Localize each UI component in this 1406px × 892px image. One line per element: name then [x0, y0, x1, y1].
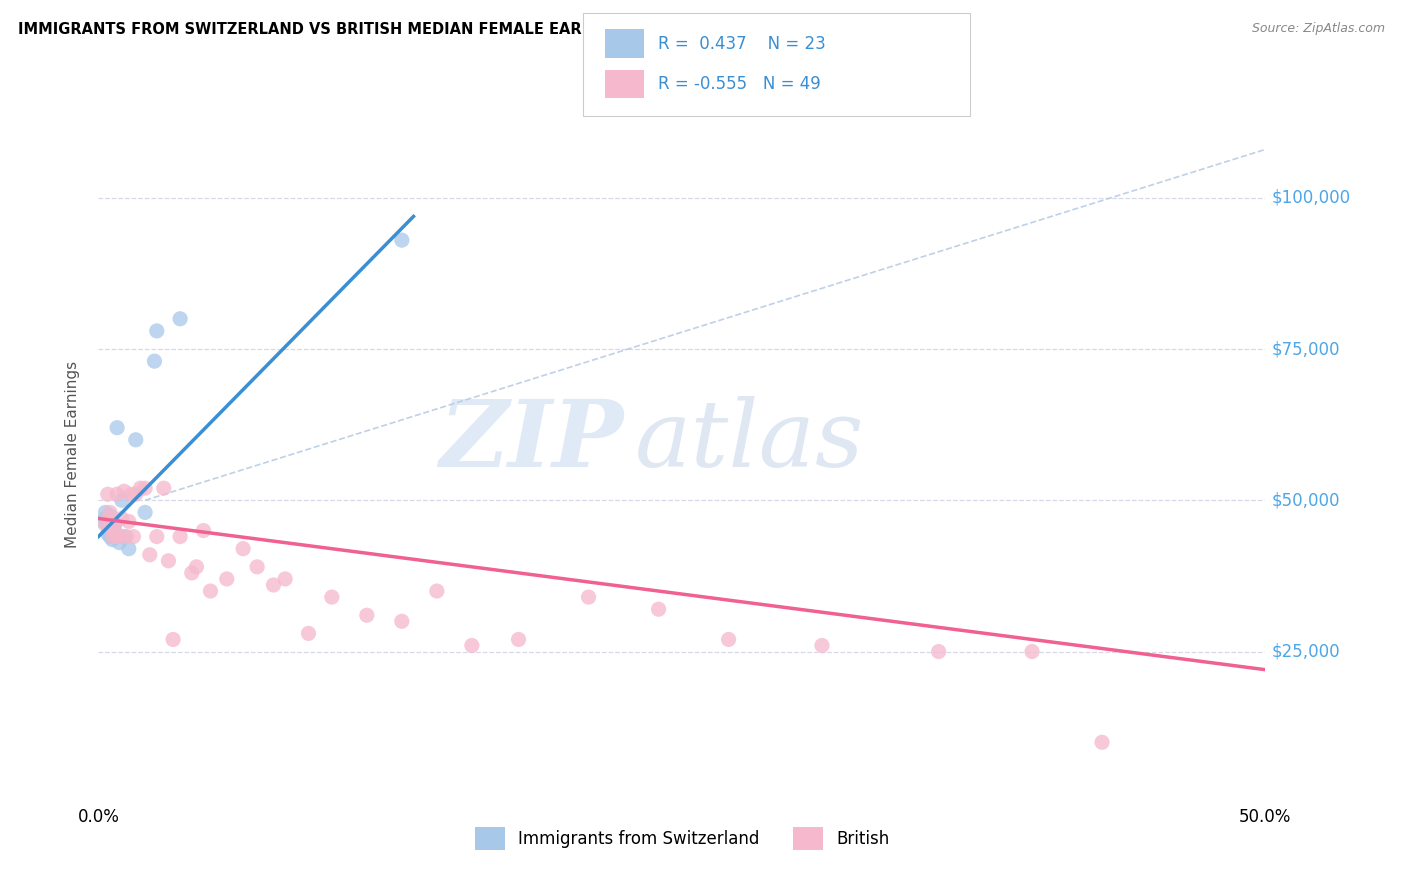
Point [101, 530, 124, 544]
Point [647, 602, 669, 616]
Point [134, 505, 156, 519]
Point [134, 481, 156, 495]
Point [98, 505, 121, 519]
Point [193, 524, 215, 538]
Text: $100,000: $100,000 [1271, 189, 1350, 207]
Point [578, 590, 600, 604]
Point [105, 530, 128, 544]
Y-axis label: Median Female Earnings: Median Female Earnings [65, 361, 80, 549]
Point [811, 639, 834, 653]
Text: Source: ZipAtlas.com: Source: ZipAtlas.com [1251, 22, 1385, 36]
Point [215, 572, 238, 586]
Point [297, 626, 319, 640]
Point [169, 530, 191, 544]
Point [101, 524, 124, 538]
Point [97, 526, 120, 541]
Point [146, 530, 169, 544]
Point [98, 530, 121, 544]
Point [101, 515, 124, 529]
Point [157, 554, 180, 568]
Point [108, 535, 131, 549]
Point [94, 505, 117, 519]
Point [928, 644, 950, 658]
Point [112, 530, 135, 544]
Text: R = -0.555   N = 49: R = -0.555 N = 49 [658, 75, 821, 93]
Point [105, 487, 128, 501]
Point [391, 615, 413, 629]
Point [125, 487, 148, 501]
Point [262, 578, 284, 592]
Text: $25,000: $25,000 [1271, 642, 1340, 661]
Point [111, 511, 134, 525]
Point [94, 511, 117, 525]
Point [246, 559, 269, 574]
Point [104, 524, 127, 538]
Point [321, 590, 343, 604]
Point [97, 511, 120, 525]
Point [152, 481, 174, 495]
Point [1091, 735, 1114, 749]
Point [200, 584, 222, 599]
Point [125, 433, 148, 447]
Point [461, 639, 484, 653]
Text: R =  0.437    N = 23: R = 0.437 N = 23 [658, 35, 825, 53]
Point [120, 487, 142, 501]
Point [180, 566, 202, 580]
Point [98, 508, 121, 523]
Point [94, 517, 117, 532]
Point [162, 632, 184, 647]
Point [186, 559, 208, 574]
Point [111, 493, 134, 508]
Point [104, 517, 127, 532]
Point [122, 530, 145, 544]
Text: ZIP: ZIP [439, 396, 624, 486]
Point [232, 541, 254, 556]
Point [101, 533, 124, 547]
Point [118, 515, 141, 529]
Point [91, 515, 114, 529]
Point [108, 530, 131, 544]
Point [169, 311, 191, 326]
Point [118, 541, 141, 556]
Point [356, 608, 378, 623]
Point [98, 517, 121, 532]
Point [115, 530, 138, 544]
Text: IMMIGRANTS FROM SWITZERLAND VS BRITISH MEDIAN FEMALE EARNINGS CORRELATION CHART: IMMIGRANTS FROM SWITZERLAND VS BRITISH M… [18, 22, 815, 37]
Point [146, 324, 169, 338]
Text: atlas: atlas [636, 396, 865, 486]
Text: $75,000: $75,000 [1271, 340, 1340, 358]
Point [139, 548, 162, 562]
Point [717, 632, 740, 647]
Point [1021, 644, 1043, 658]
Point [105, 420, 128, 434]
Legend: Immigrants from Switzerland, British: Immigrants from Switzerland, British [468, 820, 896, 857]
Point [391, 233, 413, 247]
Point [274, 572, 297, 586]
Point [112, 484, 135, 499]
Point [129, 481, 152, 495]
Point [105, 530, 128, 544]
Point [97, 517, 120, 532]
Point [143, 354, 166, 368]
Point [426, 584, 449, 599]
Point [97, 487, 120, 501]
Point [98, 517, 121, 532]
Text: $50,000: $50,000 [1271, 491, 1340, 509]
Point [508, 632, 530, 647]
